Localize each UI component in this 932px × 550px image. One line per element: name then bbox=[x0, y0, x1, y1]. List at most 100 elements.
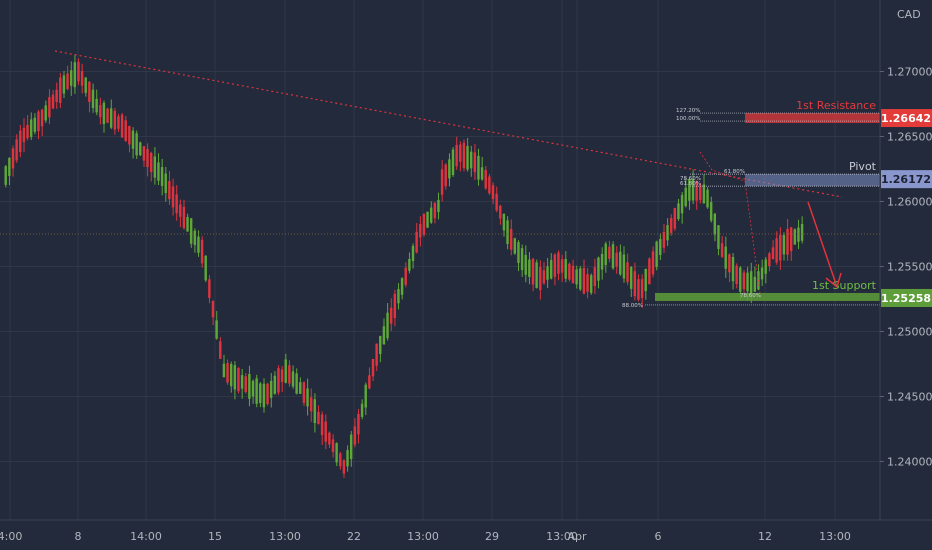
candle-body bbox=[422, 213, 426, 235]
candle-body bbox=[375, 343, 378, 366]
candle-body bbox=[535, 262, 538, 288]
candle-body bbox=[666, 225, 669, 241]
time-tick-label: 12 bbox=[758, 530, 772, 543]
candle-body bbox=[149, 152, 153, 173]
candle-body bbox=[720, 243, 724, 257]
candle-body bbox=[640, 279, 644, 298]
candle-body bbox=[444, 164, 447, 187]
candle-body bbox=[509, 229, 513, 250]
candle-body bbox=[160, 167, 164, 186]
candle-body bbox=[408, 258, 411, 271]
candle-body bbox=[277, 368, 280, 393]
candle-body bbox=[499, 205, 502, 219]
candle-body bbox=[495, 193, 498, 211]
candle-body bbox=[644, 268, 647, 292]
candle-body bbox=[73, 62, 77, 88]
candle-body bbox=[44, 105, 47, 121]
candle-body bbox=[244, 376, 247, 392]
candle-body bbox=[440, 169, 444, 195]
pivot-price-label: 1.26172 bbox=[881, 173, 931, 186]
candle-body bbox=[426, 211, 429, 228]
candle-body bbox=[342, 460, 346, 474]
candle-body bbox=[171, 186, 175, 208]
candle-body bbox=[295, 373, 298, 394]
candle-body bbox=[789, 227, 793, 252]
candle-body bbox=[299, 382, 302, 394]
candle-body bbox=[502, 213, 506, 231]
time-tick-label: 14:00 bbox=[130, 530, 162, 543]
time-tick-label: 4:00 bbox=[0, 530, 22, 543]
price-badges: 1.26642 1.26172 1.25258 bbox=[881, 109, 932, 307]
candle-body bbox=[335, 443, 338, 463]
candle-body bbox=[62, 75, 66, 94]
candle-body bbox=[280, 369, 284, 382]
candle-body bbox=[324, 421, 327, 442]
candle-body bbox=[517, 242, 520, 263]
support-label: 1st Support bbox=[812, 279, 877, 292]
candle-body bbox=[488, 176, 491, 194]
candle-body bbox=[240, 375, 244, 389]
resistance-price-label: 1.26642 bbox=[881, 112, 931, 125]
candle-body bbox=[179, 204, 182, 217]
fib-label: 100.00% bbox=[676, 116, 700, 122]
candle-body bbox=[284, 359, 287, 383]
price-tick-label: 1.25500 bbox=[887, 261, 932, 274]
price-tick-label: 1.25000 bbox=[887, 326, 932, 339]
candle-body bbox=[211, 300, 215, 318]
candle-body bbox=[328, 432, 331, 445]
candle-body bbox=[222, 363, 226, 378]
fib-label: 61.80% bbox=[724, 169, 745, 175]
candle-body bbox=[77, 61, 80, 82]
candle-body bbox=[251, 380, 255, 397]
grid-lines bbox=[0, 0, 880, 520]
currency-label: CAD bbox=[897, 8, 921, 21]
candle-body bbox=[775, 238, 778, 263]
candle-body bbox=[695, 181, 698, 201]
candle-body bbox=[59, 77, 62, 103]
candle-body bbox=[673, 208, 677, 229]
candle-body bbox=[204, 255, 207, 281]
candle-body bbox=[306, 388, 309, 407]
candle-body bbox=[182, 206, 186, 228]
candle-body bbox=[604, 243, 607, 265]
price-tick-label: 1.26500 bbox=[887, 131, 932, 144]
candle-body bbox=[433, 202, 437, 219]
pivot-price-badge bbox=[881, 170, 932, 189]
resistance-zone bbox=[745, 113, 880, 124]
candle-body bbox=[655, 241, 658, 267]
candle-body bbox=[669, 218, 673, 234]
candle-body bbox=[26, 124, 29, 139]
candle-body bbox=[549, 260, 553, 279]
time-tick-label: 13:00 bbox=[819, 530, 851, 543]
candle-body bbox=[749, 271, 753, 296]
time-tick-label: 13:00 bbox=[407, 530, 439, 543]
candle-body bbox=[731, 257, 735, 282]
price-axis[interactable]: 1.27000 1.26500 1.26000 1.25500 1.25000 1.245… bbox=[880, 66, 932, 469]
candle-body bbox=[219, 341, 222, 359]
candle-body bbox=[724, 246, 727, 269]
candle-body bbox=[520, 248, 524, 271]
price-tick-label: 1.27000 bbox=[887, 66, 932, 79]
candle-body bbox=[706, 189, 709, 208]
candle-body bbox=[800, 224, 804, 241]
candle-body bbox=[106, 108, 109, 123]
candle-body bbox=[709, 202, 713, 221]
candle-body bbox=[593, 267, 597, 287]
candle-body bbox=[677, 203, 680, 220]
candle-body bbox=[531, 258, 535, 285]
candle-body bbox=[142, 146, 146, 161]
candle-body bbox=[259, 383, 262, 404]
candle-body bbox=[608, 246, 611, 259]
candle-body bbox=[48, 97, 51, 118]
candle-body bbox=[626, 262, 629, 283]
candle-body bbox=[117, 116, 120, 129]
candle-body bbox=[113, 110, 117, 130]
price-tick-label: 1.26000 bbox=[887, 196, 932, 209]
fib-label: 78.60% bbox=[680, 176, 701, 182]
candle-body bbox=[40, 109, 44, 127]
candle-body bbox=[157, 162, 160, 181]
candle-body bbox=[368, 375, 371, 389]
candle-body bbox=[266, 383, 269, 405]
